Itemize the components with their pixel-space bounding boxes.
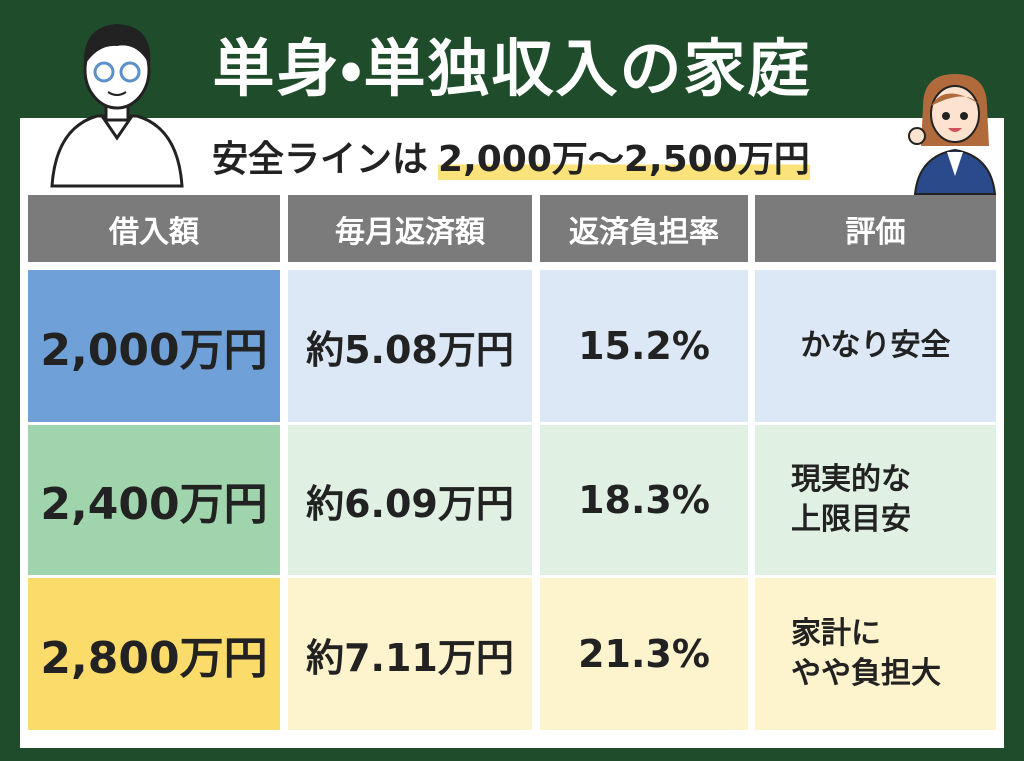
- table-cell: 2,400万円: [28, 425, 280, 575]
- subtitle-highlight: 2,000万～2,500万円: [438, 139, 810, 180]
- woman-illustration: [908, 74, 997, 195]
- table-cell: 約7.11万円: [288, 578, 532, 730]
- table-cell: 約6.09万円: [288, 425, 532, 575]
- column-header: 毎月返済額: [288, 195, 532, 262]
- column-header: 借入額: [28, 195, 280, 262]
- cell-line: 家計に: [791, 615, 881, 651]
- table-cell: 現実的な 上限目安: [755, 425, 996, 575]
- cell-line: 上限目安: [791, 502, 911, 537]
- subtitle: 安全ラインは 2,000万～2,500万円: [212, 130, 810, 182]
- man-illustration: [50, 24, 184, 188]
- column-header: 評価: [755, 195, 996, 262]
- table-cell: 2,800万円: [28, 578, 280, 730]
- title: 単身・単独収入の家庭: [212, 32, 812, 105]
- table-cell: 家計に やや負担大: [755, 578, 996, 730]
- table-cell: 2,000万円: [28, 270, 280, 422]
- column-header: 返済負担率: [540, 195, 748, 262]
- table-cell: 18.3%: [540, 425, 748, 575]
- table-cell: 15.2%: [540, 270, 748, 422]
- table-cell: かなり安全: [755, 270, 996, 422]
- cell-line: かなり安全: [800, 327, 951, 363]
- subtitle-label: 安全ラインは: [212, 139, 429, 180]
- table-cell: 約5.08万円: [288, 270, 532, 422]
- cell-line: やや負担大: [791, 656, 941, 691]
- table-cell: 21.3%: [540, 578, 748, 730]
- cell-line: 現実的な: [791, 461, 911, 497]
